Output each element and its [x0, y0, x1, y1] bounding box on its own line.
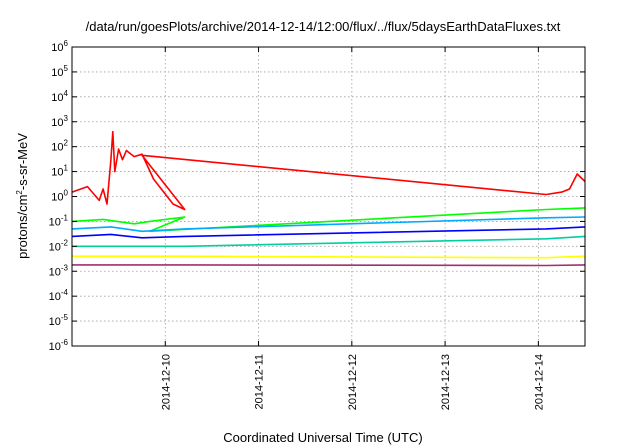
- y-tick-base: 10: [49, 291, 61, 303]
- y-tick-label: 10-4: [49, 288, 69, 303]
- y-tick-labels: 10-610-510-410-310-210-11001011021031041…: [49, 39, 69, 353]
- chart-title: /data/run/goesPlots/archive/2014-12-14/1…: [86, 19, 561, 34]
- y-tick-label: 103: [51, 114, 68, 129]
- y-tick-base: 10: [49, 241, 61, 253]
- y-tick-exponent: -2: [61, 238, 69, 247]
- y-tick-label: 10-3: [49, 263, 69, 278]
- y-tick-label: 100: [51, 189, 68, 204]
- y-tick-exponent: 6: [64, 39, 69, 48]
- y-tick-base: 10: [51, 117, 63, 129]
- flux-series-line: [71, 130, 586, 211]
- flux-series-line: [72, 235, 586, 248]
- y-tick-label: 101: [51, 164, 68, 179]
- y-tick-exponent: 0: [64, 189, 69, 198]
- flux-series-line: [71, 226, 586, 239]
- x-tick-labels: 2014-12-10 2014-12-11 2014-12-12 2014-12-13…: [160, 354, 545, 410]
- x-tick-label: 2014-12-14: [533, 354, 545, 410]
- y-tick-label: 10-6: [49, 338, 69, 353]
- x-tick-label: 2014-12-12: [347, 354, 359, 410]
- x-tick-label: 2014-12-11: [254, 354, 266, 409]
- y-tick-base: 10: [51, 42, 63, 54]
- grid-lines: [72, 47, 585, 346]
- y-tick-label: 102: [51, 139, 68, 154]
- y-tick-base: 10: [51, 92, 63, 104]
- y-tick-base: 10: [49, 341, 61, 353]
- y-tick-exponent: 2: [64, 139, 69, 148]
- y-tick-exponent: 3: [64, 114, 69, 123]
- y-tick-base: 10: [49, 316, 61, 328]
- y-axis-title: protons/cm2-s-sr-MeV: [15, 133, 30, 259]
- y-tick-base: 10: [51, 167, 63, 179]
- x-tick-label: 2014-12-10: [160, 354, 172, 410]
- y-tick-label: 10-1: [49, 213, 69, 228]
- data-series: [71, 130, 586, 267]
- y-tick-exponent: -5: [61, 313, 69, 322]
- y-tick-exponent: 4: [64, 89, 69, 98]
- y-tick-base: 10: [51, 142, 63, 154]
- y-tick-exponent: -1: [61, 213, 69, 222]
- y-tick-exponent: -4: [61, 288, 69, 297]
- y-tick-base: 10: [51, 192, 63, 204]
- flux-series-line: [71, 216, 586, 233]
- x-tick-label: 2014-12-13: [440, 354, 452, 410]
- y-tick-label: 10-2: [49, 238, 69, 253]
- y-axis-title-suffix: -s-sr-MeV: [15, 133, 30, 190]
- y-tick-label: 106: [51, 39, 68, 54]
- y-tick-exponent: -3: [61, 263, 69, 272]
- y-axis-title-prefix: protons/cm: [15, 195, 30, 259]
- x-axis-title: Coordinated Universal Time (UTC): [223, 430, 422, 445]
- y-tick-exponent: 1: [64, 164, 69, 173]
- y-tick-base: 10: [49, 216, 61, 228]
- y-tick-label: 105: [51, 64, 68, 79]
- y-tick-base: 10: [51, 67, 63, 79]
- y-tick-exponent: 5: [64, 64, 69, 73]
- y-tick-label: 10-5: [49, 313, 69, 328]
- flux-series-line: [72, 264, 586, 267]
- axis-ticks: [72, 46, 585, 347]
- flux-series-line: [72, 255, 586, 259]
- y-axis-title-sup: 2: [15, 190, 24, 195]
- y-tick-base: 10: [49, 266, 61, 278]
- y-tick-exponent: -6: [61, 338, 69, 347]
- flux-series-line: [71, 207, 586, 233]
- y-tick-label: 104: [51, 89, 68, 104]
